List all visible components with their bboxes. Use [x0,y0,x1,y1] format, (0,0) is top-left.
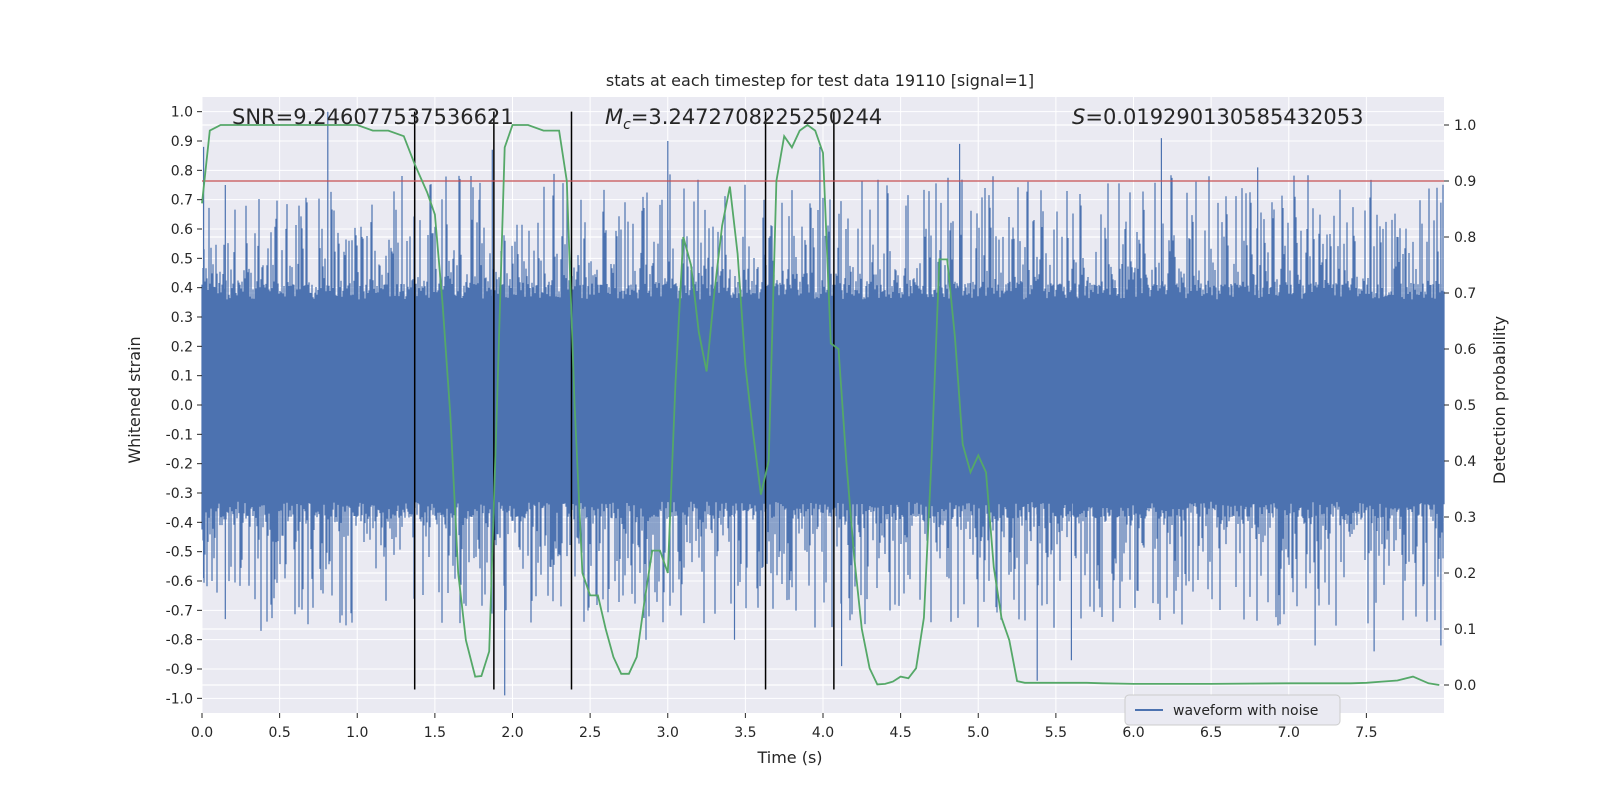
y2-axis-label: Detection probability [1490,316,1509,484]
chirp-mass-annotation: Mc=3.2472708225250244 [605,105,882,133]
x-tick-label: 4.5 [889,725,911,741]
y2-tick-label: 0.9 [1454,174,1476,190]
x-tick-label: 2.5 [579,725,601,741]
y-tick-label: 0.0 [171,398,193,414]
x-axis-ticks: 0.0 0.5 1.0 1.5 2.0 2.5 3.0 3.5 4.0 4.5 5.0 5.5 6.0 6… [191,713,1378,741]
y-tick-label: 1.0 [171,105,193,121]
x-axis-label: Time (s) [756,748,822,767]
y-tick-label: 0.2 [171,339,193,355]
y-tick-label: -0.6 [166,574,193,590]
y-tick-label: -0.3 [166,486,193,502]
x-tick-label: 6.5 [1200,725,1222,741]
waveform-noise-band [201,111,1445,696]
y-tick-label: -1.0 [166,691,193,707]
y2-tick-label: 0.3 [1454,510,1476,526]
y2-tick-label: 0.0 [1454,678,1476,694]
x-tick-label: 4.0 [812,725,834,741]
y-tick-label: -0.1 [166,427,193,443]
x-tick-label: 0.0 [191,725,213,741]
legend-waveform-label: waveform with noise [1173,703,1318,719]
y2-tick-label: 0.4 [1454,454,1476,470]
s-annotation: S=0.019290130585432053 [1072,105,1363,129]
y-tick-label: 0.9 [171,134,193,150]
y-tick-label: 0.4 [171,281,193,297]
left-axis-ticks: 1.0 0.9 0.8 0.7 0.6 0.5 0.4 0.3 0.2 0.1 0.0 -0.1 -0.… [166,105,202,707]
legend-box [1124,694,1341,726]
probability-series-line [201,123,1440,686]
y-tick-label: -0.9 [166,662,193,678]
y2-tick-label: 0.7 [1454,286,1476,302]
y-axis-label: Whitened strain [125,336,144,463]
y-tick-label: 0.1 [171,369,193,385]
x-tick-label: 2.0 [501,725,523,741]
x-tick-label: 7.0 [1278,725,1300,741]
x-tick-label: 6.0 [1122,725,1144,741]
x-tick-label: 5.5 [1045,725,1067,741]
snr-annotation: SNR=9.246077537536621 [232,105,514,129]
mc-subscript: c [623,117,631,133]
s-value: =0.019290130585432053 [1085,105,1363,129]
y-tick-label: 0.3 [171,310,193,326]
x-tick-label: 1.0 [346,725,368,741]
x-tick-label: 0.5 [268,725,290,741]
right-axis-ticks: 1.0 0.9 0.8 0.7 0.6 0.5 0.4 0.3 0.2 0.1 0.0 [1444,118,1476,694]
y-tick-label: -0.8 [166,633,193,649]
y-tick-label: 0.8 [171,163,193,179]
waveform-series [201,111,1445,696]
y2-tick-label: 0.1 [1454,622,1476,638]
x-tick-label: 1.5 [424,725,446,741]
y2-tick-label: 0.5 [1454,398,1476,414]
event-markers [413,111,835,690]
mc-symbol: M [605,105,623,129]
y-tick-label: -0.4 [166,515,193,531]
chart-title: stats at each timestep for test data 191… [606,71,1034,90]
y-tick-label: -0.5 [166,545,193,561]
y-tick-label: 0.7 [171,193,193,209]
y-tick-label: 0.5 [171,251,193,267]
x-tick-label: 5.0 [967,725,989,741]
x-tick-label: 3.5 [734,725,756,741]
y-tick-label: -0.7 [166,603,193,619]
y2-tick-label: 0.8 [1454,230,1476,246]
y-tick-label: -0.2 [166,457,193,473]
legend: waveform with noise [1124,694,1341,726]
y-tick-label: 0.6 [171,222,193,238]
s-symbol: S [1072,105,1085,129]
y2-tick-label: 0.2 [1454,566,1476,582]
x-tick-label: 3.0 [657,725,679,741]
mc-value: =3.2472708225250244 [631,105,882,129]
y2-tick-label: 0.6 [1454,342,1476,358]
x-tick-label: 7.5 [1355,725,1377,741]
y2-tick-label: 1.0 [1454,118,1476,134]
